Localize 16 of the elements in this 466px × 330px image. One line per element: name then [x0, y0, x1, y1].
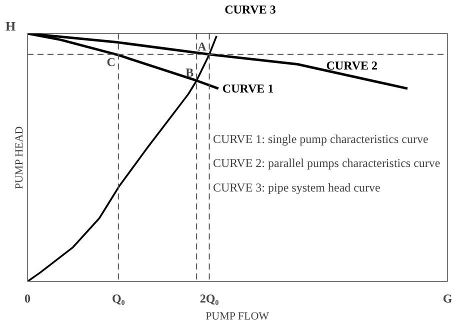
annotation: A: [198, 39, 207, 54]
annotation: C: [106, 55, 116, 70]
annotation: CURVE 3: pipe system head curve: [212, 180, 380, 195]
x-tick-label: 2Q₀: [200, 292, 220, 306]
annotation: B: [186, 66, 194, 80]
x-axis-title: PUMP FLOW: [206, 310, 270, 322]
annotation: CURVE 2: parallel pumps characteristics curve: [212, 156, 440, 170]
y-axis-title: PUMP HEAD: [14, 126, 26, 190]
x-tick-label: Q₀: [112, 292, 126, 306]
annotation: CURVE 1: single pump characteristics curve: [212, 132, 428, 146]
text: H: [6, 18, 16, 34]
series-label: CURVE 2: [326, 58, 378, 73]
series-label: CURVE 1: [222, 82, 274, 96]
x-tick-label: 0: [24, 292, 30, 306]
x-tick-label: G: [442, 292, 452, 306]
series-label: CURVE 3: [224, 2, 276, 16]
